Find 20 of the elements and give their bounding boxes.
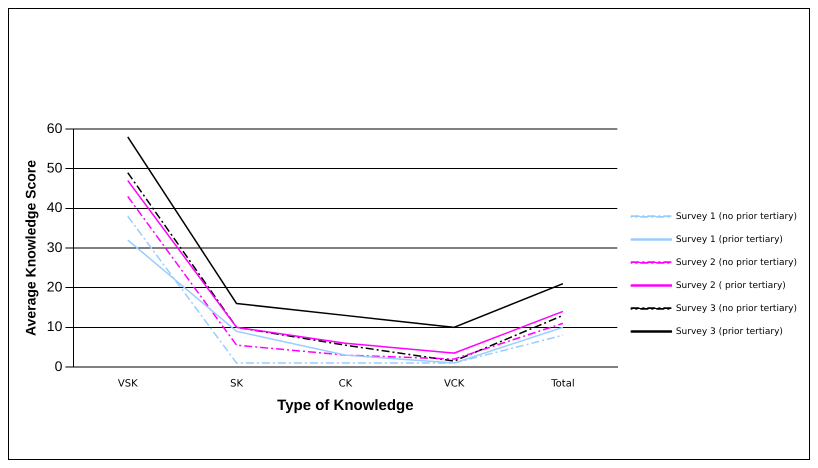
y-tick-label: 60: [46, 120, 63, 136]
legend-label: Survey 2 (no prior tertiary): [676, 258, 798, 268]
y-tick-label: 50: [46, 160, 63, 176]
x-tick-label: VSK: [118, 378, 138, 390]
legend-label: Survey 1 (prior tertiary): [676, 234, 783, 245]
y-tick-label: 20: [46, 278, 63, 295]
y-tick-label: 10: [46, 318, 63, 334]
legend-label: Survey 3 (prior tertiary): [676, 326, 783, 337]
x-tick-label: Total: [550, 378, 575, 390]
x-tick-label: CK: [338, 378, 353, 390]
legend-label: Survey 2 ( prior tertiary): [676, 280, 786, 291]
x-tick-label: SK: [230, 378, 244, 390]
x-axis-title: Type of Knowledge: [277, 397, 414, 414]
y-tick-label: 0: [54, 358, 63, 374]
x-tick-label: VCK: [444, 378, 465, 390]
legend-label: Survey 3 (no prior tertiary): [676, 304, 798, 314]
y-axis-title: Average Knowledge Score: [22, 160, 38, 336]
legend-label: Survey 1 (no prior tertiary): [676, 212, 798, 222]
y-tick-label: 40: [46, 199, 63, 216]
y-tick-label: 30: [46, 238, 63, 255]
